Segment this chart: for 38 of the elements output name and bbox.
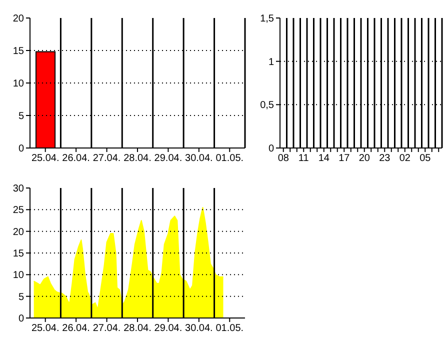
- y-tick-label: 5: [18, 292, 24, 303]
- x-tick-label: 11: [298, 153, 310, 164]
- y-tick-label: 15: [12, 46, 24, 58]
- x-tick-label: 14: [318, 153, 330, 164]
- x-tick-label: 01.05.: [216, 323, 244, 334]
- y-tick-label: 0,5: [260, 100, 274, 112]
- y-tick-label: 5: [18, 111, 24, 122]
- y-tick-label: 0: [268, 144, 274, 155]
- x-tick-label: 30.04.: [185, 153, 213, 164]
- x-tick-label: 26.04.: [62, 323, 90, 334]
- y-tick-label: 0: [18, 144, 24, 155]
- y-tick-label: 15: [12, 248, 24, 260]
- x-tick-label: 23: [379, 153, 391, 164]
- y-tick-label: 30: [12, 184, 24, 195]
- x-tick-label: 29.04.: [154, 153, 182, 164]
- x-tick-label: 02: [399, 153, 411, 164]
- x-tick-label: 30.04.: [185, 323, 213, 334]
- x-tick-label: 01.05.: [216, 153, 244, 164]
- y-tick-label: 1: [268, 56, 274, 68]
- x-tick-label: 05: [420, 153, 432, 164]
- y-tick-label: 0: [18, 314, 24, 325]
- y-tick-label: 1,5: [260, 14, 274, 25]
- x-tick-label: 25.04.: [31, 323, 60, 334]
- x-tick-label: 28.04.: [124, 153, 152, 164]
- y-tick-label: 20: [12, 14, 24, 25]
- x-tick-label: 20: [358, 153, 370, 164]
- x-tick-label: 27.04.: [92, 323, 121, 334]
- x-tick-label: 25.04.: [31, 153, 60, 164]
- x-tick-label: 29.04.: [154, 323, 182, 334]
- y-tick-label: 10: [12, 270, 24, 282]
- y-tick-label: 10: [12, 78, 24, 90]
- y-tick-label: 25: [12, 205, 24, 216]
- x-tick-label: 26.04.: [62, 153, 90, 164]
- x-tick-label: 28.04.: [124, 323, 152, 334]
- x-tick-label: 27.04.: [92, 153, 121, 164]
- x-tick-label: 17: [338, 153, 350, 164]
- x-tick-label: 08: [278, 153, 290, 164]
- y-tick-label: 20: [12, 226, 24, 238]
